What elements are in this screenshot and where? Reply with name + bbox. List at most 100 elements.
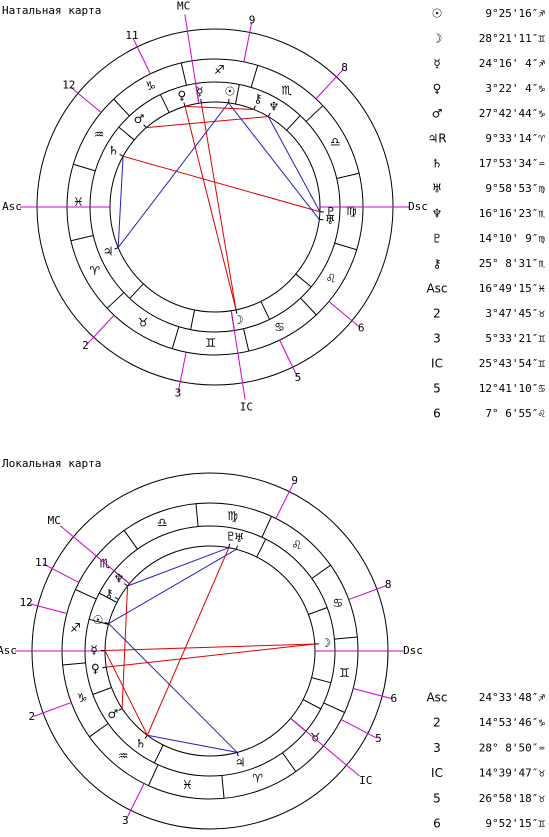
position-value: 24°33'48″♐ [479,691,546,704]
house-number: 6 [390,692,397,705]
position-value: 5°33'21″♊ [485,332,545,345]
house-number: 2 [29,710,36,723]
sign-divider [70,235,94,242]
sign-divider [300,297,317,316]
sign-divider [261,516,272,538]
planet-glyph: ♄ [135,737,146,751]
planet-glyph: ⚷ [253,92,262,106]
aspect-line [122,155,321,213]
planet-glyph: ☉ [93,613,104,627]
house-line [159,94,170,113]
house-number: 11 [35,556,48,569]
house-line [129,283,144,299]
position-symbol: 6 [433,407,441,421]
planet-tick [114,596,119,600]
sign-divider [89,723,109,738]
position-symbol: ♃R [427,132,446,146]
planet-glyph: ♀ [91,661,100,675]
position-value: 24°16' 4″♐ [479,57,546,70]
aspect-line [184,106,237,310]
sign-divider [75,589,97,600]
aspect-line [146,116,269,129]
planet-glyph: ☿ [196,84,203,98]
sign-glyph: ♎ [157,516,168,530]
position-symbol: Asc [426,282,447,296]
sign-glyph: ♋ [333,596,344,610]
position-value: 3°22' 4″♑ [485,82,545,95]
position-symbol: 3 [433,332,441,346]
position-symbol: ♅ [432,182,443,196]
house-number: 5 [295,371,302,384]
house-cusp [177,352,187,392]
house-line [311,677,332,684]
house-number: 8 [341,61,348,74]
sign-divider [106,292,125,309]
position-value: 17°53'34″♒ [479,157,546,170]
house-cusp [125,783,145,820]
house-number: 9 [291,474,298,487]
axis-label: MC [177,0,190,12]
aspect-line [117,156,124,248]
aspect-line [146,547,230,736]
position-symbol: ♀ [433,82,442,96]
planet-tick [104,622,109,625]
position-value: 16°16'23″♏ [479,207,546,220]
sign-divider [336,172,360,179]
planet-glyph: ☉ [225,84,236,98]
planet-tick [235,309,238,314]
sign-divider [73,163,96,172]
planet-glyph: ☽ [233,313,244,327]
sign-divider [334,242,357,251]
position-value: 9°33'14″♈ [485,132,545,145]
sign-glyph: ♑ [77,691,88,705]
house-cusp [279,339,298,377]
planet-tick [102,666,107,669]
house-number: 3 [175,386,182,399]
axis-label: MC [48,514,61,527]
planet-glyph: ♃ [103,244,114,258]
wheel-ring [84,525,336,777]
position-symbol: 2 [433,716,441,730]
planet-tick [228,98,230,103]
axis-label: Dsc [403,644,423,657]
planet-glyph: ♆ [114,572,125,586]
axis-label: IC [240,401,253,414]
axis-label: Asc [0,644,17,657]
axis-line [230,310,246,400]
position-value: 26°58'18″♉ [479,792,546,805]
position-symbol: Asc [426,691,447,705]
planet-tick [114,247,119,250]
sign-glyph: ♊ [339,666,350,680]
aspect-line [267,116,321,213]
planet-tick [253,105,256,110]
position-value: 9°58'53″♍ [485,182,545,195]
planet-glyph: ⚷ [105,586,114,600]
house-number: 2 [82,339,89,352]
sign-glyph: ♐ [214,63,225,77]
position-value: 28° 8'50″♒ [479,741,546,754]
planet-tick [200,98,202,103]
axis-label: Asc [2,200,22,213]
sign-divider [311,564,331,579]
house-line [286,115,301,131]
position-value: 12°41'10″♋ [479,382,546,395]
sign-divider [171,326,180,349]
sign-glyph: ♓ [182,778,193,792]
planet-tick [183,102,186,107]
planet-glyph: ♄ [108,143,119,157]
aspect-line [121,585,129,709]
axis-line [184,14,200,104]
sign-divider [113,98,130,117]
house-line [260,301,271,320]
house-line [295,273,312,288]
aspect-line [184,105,254,110]
sign-glyph: ♎ [330,135,341,149]
sign-glyph: ♊ [205,336,216,350]
sign-divider [243,328,250,352]
axis-label: Dsc [408,200,428,213]
aspect-line [108,548,237,624]
planet-tick [119,153,124,157]
sign-glyph: ♒ [118,749,129,763]
aspect-line [147,734,238,753]
